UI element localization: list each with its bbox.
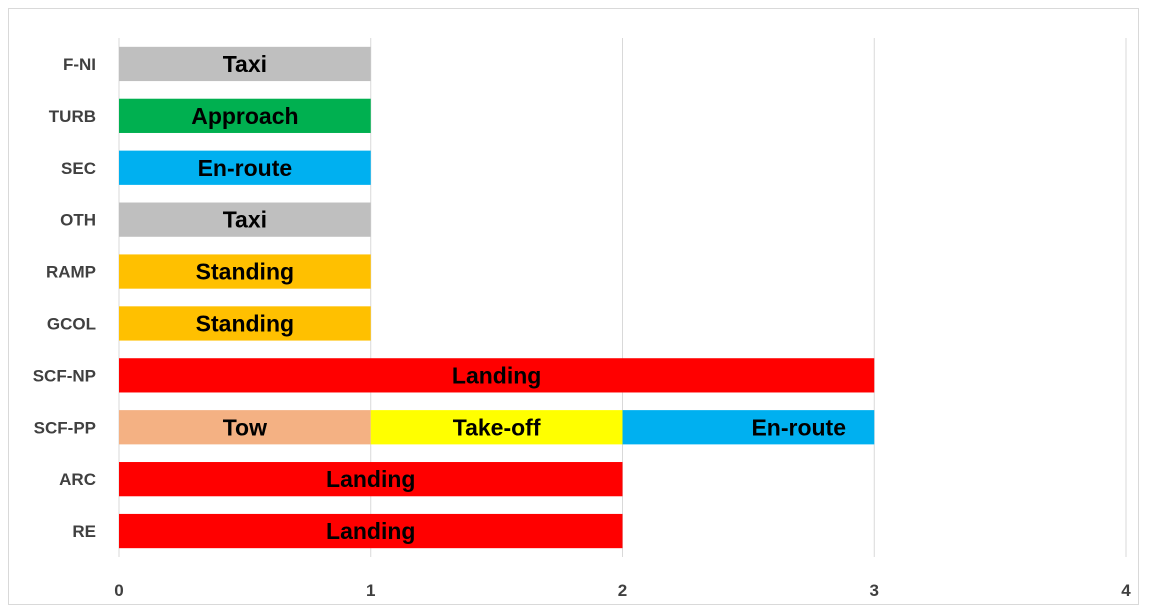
bar-oth-taxi — [119, 202, 371, 237]
category-labels: F-NI TURB SEC OTH RAMP GCOL SCF-NP SCF-PP ARC RE — [33, 55, 96, 541]
bar-labels: Taxi Approach En-route Taxi Standing Standing… — [191, 51, 846, 544]
bar-label-scf-pp-en-route: En-route — [751, 414, 846, 440]
bar-f-ni-taxi — [119, 46, 371, 82]
x-tick-label-0: 0 — [114, 581, 123, 600]
x-tick-label-1: 1 — [366, 581, 375, 600]
category-label-turb: TURB — [49, 107, 96, 126]
x-tick-label-3: 3 — [870, 581, 879, 600]
x-tick-label-2: 2 — [618, 581, 627, 600]
bar-label-re-landing: Landing — [326, 518, 415, 544]
bar-label-scf-pp-tow: Tow — [223, 414, 267, 440]
category-label-oth: OTH — [60, 211, 96, 230]
category-label-re: RE — [72, 522, 96, 541]
bar-gcol-standing — [119, 306, 371, 341]
x-tick-label-4: 4 — [1121, 581, 1131, 600]
bar-label-oth-taxi: Taxi — [223, 207, 267, 233]
category-label-f-ni: F-NI — [63, 55, 96, 74]
bar-sec-en-route — [119, 150, 371, 185]
bar-re-landing — [119, 513, 623, 549]
bar-ramp-standing — [119, 254, 371, 289]
bar-label-scf-np-landing: Landing — [452, 362, 541, 388]
bar-scf-pp-take-off — [370, 410, 623, 445]
bar-label-f-ni-taxi: Taxi — [223, 51, 267, 77]
category-label-scf-np: SCF-NP — [33, 366, 96, 385]
category-label-arc: ARC — [59, 470, 96, 489]
bar-label-scf-pp-take-off: Take-off — [453, 414, 541, 440]
x-tick-labels: 0 1 2 3 4 — [114, 581, 1131, 600]
bar-arc-landing — [119, 462, 623, 497]
bar-label-arc-landing: Landing — [326, 466, 415, 492]
bar-scf-pp-tow — [119, 410, 371, 445]
bar-turb-approach — [119, 98, 371, 133]
bar-label-sec-en-route: En-route — [198, 155, 293, 181]
category-label-sec: SEC — [61, 159, 96, 178]
bars — [119, 46, 875, 549]
bar-label-gcol-standing: Standing — [196, 310, 294, 336]
bar-scf-pp-en-route — [622, 410, 875, 445]
category-label-scf-pp: SCF-PP — [34, 418, 96, 437]
category-label-ramp: RAMP — [46, 263, 96, 282]
bar-label-turb-approach: Approach — [191, 103, 298, 129]
bar-scf-np-landing — [119, 358, 875, 393]
bar-label-ramp-standing: Standing — [196, 259, 294, 285]
category-label-gcol: GCOL — [47, 314, 96, 333]
